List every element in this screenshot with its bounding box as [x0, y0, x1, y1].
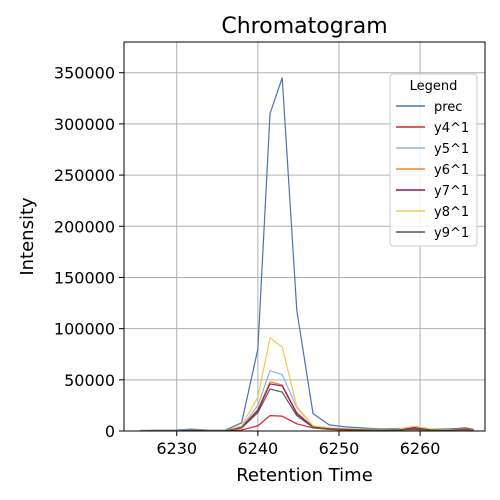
- x-tick-label: 6260: [400, 439, 441, 458]
- y-axis-label: Intensity: [17, 197, 38, 276]
- legend-label: y9^1: [434, 226, 469, 241]
- legend-title: Legend: [410, 79, 458, 94]
- series-line-y91: [140, 388, 474, 432]
- y-tick-label: 250000: [54, 166, 115, 185]
- y-tick-label: 150000: [54, 268, 115, 287]
- y-tick-label: 50000: [64, 371, 115, 390]
- legend-label: y4^1: [434, 121, 469, 136]
- legend-label: y7^1: [434, 184, 469, 199]
- x-tick-label: 6240: [237, 439, 278, 458]
- y-tick-label: 300000: [54, 115, 115, 134]
- ticks-layer: 6230 6240 6250 6260 0 50000 100000 150000 200000…: [54, 64, 441, 458]
- y-tick-label: 100000: [54, 320, 115, 339]
- chart-title: Chromatogram: [221, 14, 387, 39]
- legend-label: y6^1: [434, 163, 469, 178]
- x-axis-label: Retention Time: [236, 465, 373, 486]
- legend-items: prec y4^1 y5^1 y6^1 y7^1 y8^1 y9^1: [396, 100, 469, 241]
- y-tick-label: 200000: [54, 217, 115, 236]
- x-tick-label: 6230: [156, 439, 197, 458]
- legend-label: y5^1: [434, 142, 469, 157]
- plot-frame: [123, 41, 486, 432]
- y-tick-label: 350000: [54, 64, 115, 83]
- legend: Legend prec y4^1 y5^1 y6^1 y7^1 y8^1 y9^1: [389, 73, 478, 247]
- x-tick-label: 6250: [319, 439, 360, 458]
- series-line-y81: [140, 337, 474, 432]
- legend-label: y8^1: [434, 205, 469, 220]
- legend-box: [389, 73, 478, 247]
- series-line-y71: [140, 383, 474, 432]
- legend-label: prec: [434, 100, 462, 115]
- y-tick-label: 0: [105, 422, 115, 441]
